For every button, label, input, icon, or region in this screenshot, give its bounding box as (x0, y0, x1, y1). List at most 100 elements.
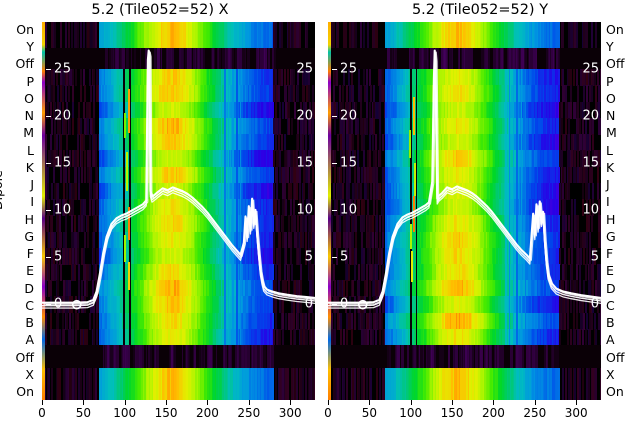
y-tick-label-mirror: 15 (582, 155, 599, 171)
x-tick-label: 100 (113, 406, 137, 420)
category-tick-o: O (24, 90, 34, 106)
y-tick-mark (332, 209, 337, 211)
category-tick-k: K (25, 159, 34, 175)
y-tick-label-mirror: 20 (582, 108, 599, 124)
category-tick-h: H (606, 211, 616, 227)
heatmap-band (42, 48, 315, 70)
heatmap-band (328, 345, 601, 368)
category-tick-d: D (606, 280, 616, 296)
category-tick-g: G (606, 228, 616, 244)
heatmap-plot-x[interactable]: 0 5 10 15 20 25 0 5 10 15 20 25 (42, 22, 315, 400)
category-tick-c: C (606, 297, 615, 313)
category-tick-i: I (606, 194, 610, 210)
category-tick-i: I (30, 194, 34, 210)
x-tick-label: 0 (38, 406, 46, 420)
category-tick-j: J (606, 176, 610, 192)
y-tick-mark (332, 303, 337, 305)
category-tick-d: D (24, 280, 34, 296)
heatmap-band (328, 22, 601, 49)
x-tick-mark (248, 400, 250, 405)
category-tick-on: On (16, 383, 34, 399)
category-tick-y: Y (26, 38, 34, 54)
y-tick-label: 20 (340, 108, 358, 124)
category-tick-off: Off (606, 56, 625, 72)
y-tick-label-mirror: 25 (296, 61, 313, 77)
category-tick-p: P (26, 73, 34, 89)
heatmap-band (42, 69, 315, 346)
y-tick-label: 20 (54, 108, 72, 124)
y-tick-label-mirror: 0 (304, 296, 313, 312)
y-tick-mark (332, 256, 337, 258)
x-tick-label: 250 (237, 406, 261, 420)
y-tick-mark (46, 303, 51, 305)
y-tick-label: 25 (54, 61, 72, 77)
category-tick-n: N (24, 107, 34, 123)
heatmap-band (328, 48, 601, 70)
y-tick-mark (332, 162, 337, 164)
y-tick-label-mirror: 0 (590, 296, 599, 312)
y-tick-label-mirror: 25 (582, 61, 599, 77)
category-axis-left: On Y Off P O N M L K J I H G F E D C B A Off X On (0, 22, 40, 400)
y-tick-label: 15 (340, 155, 358, 171)
x-tick-label: 0 (324, 406, 332, 420)
y-tick-label: 5 (340, 249, 349, 265)
x-tick-mark (410, 400, 412, 405)
x-tick-mark (493, 400, 495, 405)
category-tick-e: E (26, 263, 34, 279)
x-tick-mark (290, 400, 292, 405)
category-tick-k: K (606, 159, 615, 175)
category-tick-off: Off (15, 349, 34, 365)
y-tick-label: 10 (340, 202, 358, 218)
x-tick-mark (534, 400, 536, 405)
category-tick-l: L (606, 142, 613, 158)
x-tick-label: 300 (564, 406, 588, 420)
category-tick-a: A (25, 332, 34, 348)
category-tick-m: M (23, 125, 34, 141)
category-tick-f: F (26, 245, 34, 261)
y-tick-label: 15 (54, 155, 72, 171)
category-tick-x: X (606, 366, 615, 382)
x-tick-mark (576, 400, 578, 405)
x-tick-label: 300 (278, 406, 302, 420)
y-tick-label: 10 (54, 202, 72, 218)
y-tick-label-mirror: 5 (590, 249, 599, 265)
category-tick-j: J (30, 176, 34, 192)
x-tick-mark (124, 400, 126, 405)
x-tick-label: 150 (154, 406, 178, 420)
category-tick-m: M (606, 125, 617, 141)
y-tick-label-mirror: 20 (296, 108, 313, 124)
category-tick-o: O (606, 90, 616, 106)
category-tick-f: F (606, 245, 614, 261)
x-tick-label: 50 (75, 406, 91, 420)
x-axis-panel-x: 0 50 100 150 200 250 300 (38, 400, 315, 440)
panel-x-title: 5.2 (Tile052=52) X (91, 2, 229, 18)
x-tick-mark (166, 400, 168, 405)
category-tick-off: Off (15, 56, 34, 72)
category-tick-x: X (25, 366, 34, 382)
x-tick-mark (42, 400, 43, 405)
category-tick-on: On (606, 383, 624, 399)
heatmap-band (42, 345, 315, 368)
category-tick-g: G (24, 228, 34, 244)
y-tick-mark (46, 69, 51, 71)
category-tick-h: H (24, 211, 34, 227)
y-tick-mark (46, 116, 51, 118)
category-tick-b: B (606, 314, 615, 330)
x-tick-mark (369, 400, 371, 405)
heatmap-band (42, 367, 315, 400)
heatmap-band (328, 69, 601, 346)
x-tick-label: 150 (440, 406, 464, 420)
panel-x: 5.2 (Tile052=52) X 0 5 10 15 20 25 0 5 10 15 20 25 … (38, 2, 315, 440)
y-tick-label-mirror: 15 (296, 155, 313, 171)
y-tick-label-mirror: 10 (296, 202, 313, 218)
y-tick-label: 0 (340, 296, 349, 312)
heatmap-band (328, 367, 601, 400)
heatmap-plot-y[interactable]: 0 5 10 15 20 25 0 5 10 15 20 25 (328, 22, 601, 400)
category-tick-p: P (606, 73, 614, 89)
y-tick-mark (46, 256, 51, 258)
y-tick-label-mirror: 5 (304, 249, 313, 265)
y-tick-mark (332, 69, 337, 71)
y-tick-label: 0 (54, 296, 63, 312)
heatmap-band (42, 22, 315, 49)
